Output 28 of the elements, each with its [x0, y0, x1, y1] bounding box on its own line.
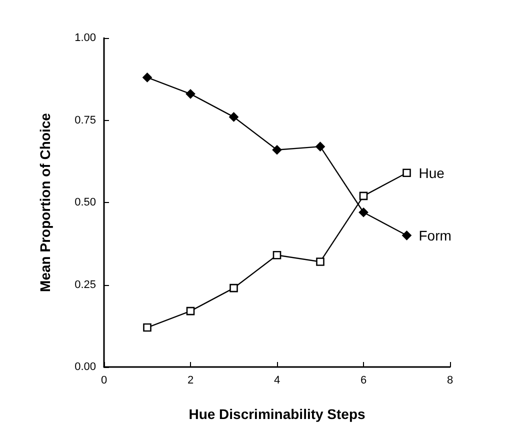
x-tick-label: 6 — [360, 374, 367, 386]
point — [358, 208, 368, 218]
point — [143, 323, 152, 332]
y-tick-label: 1.00 — [74, 32, 96, 44]
point — [402, 168, 411, 178]
point — [316, 258, 324, 266]
series-label: Hue — [418, 164, 445, 181]
y-tick-label: 0.75 — [74, 114, 96, 126]
point — [272, 145, 282, 155]
x-tick-label: 2 — [187, 374, 194, 386]
point — [359, 192, 368, 200]
x-tick-label: 4 — [274, 374, 280, 386]
point — [402, 230, 412, 240]
series-label: Form — [418, 227, 452, 244]
y-axis-title: Mean Proportion of Choice — [37, 112, 53, 292]
x-tick-label: 8 — [446, 374, 454, 386]
point — [186, 306, 195, 316]
y-tick-label: 0.25 — [74, 278, 96, 291]
x-tick-label: 0 — [100, 374, 108, 386]
point — [272, 250, 282, 260]
y-tick-label: 0.00 — [74, 361, 96, 373]
point — [229, 112, 238, 122]
point — [230, 284, 238, 292]
x-axis-title: Hue Discriminability Steps — [188, 406, 366, 422]
point — [186, 89, 196, 99]
point — [142, 72, 152, 82]
y-tick-label: 0.50 — [74, 196, 96, 208]
point — [316, 142, 325, 152]
